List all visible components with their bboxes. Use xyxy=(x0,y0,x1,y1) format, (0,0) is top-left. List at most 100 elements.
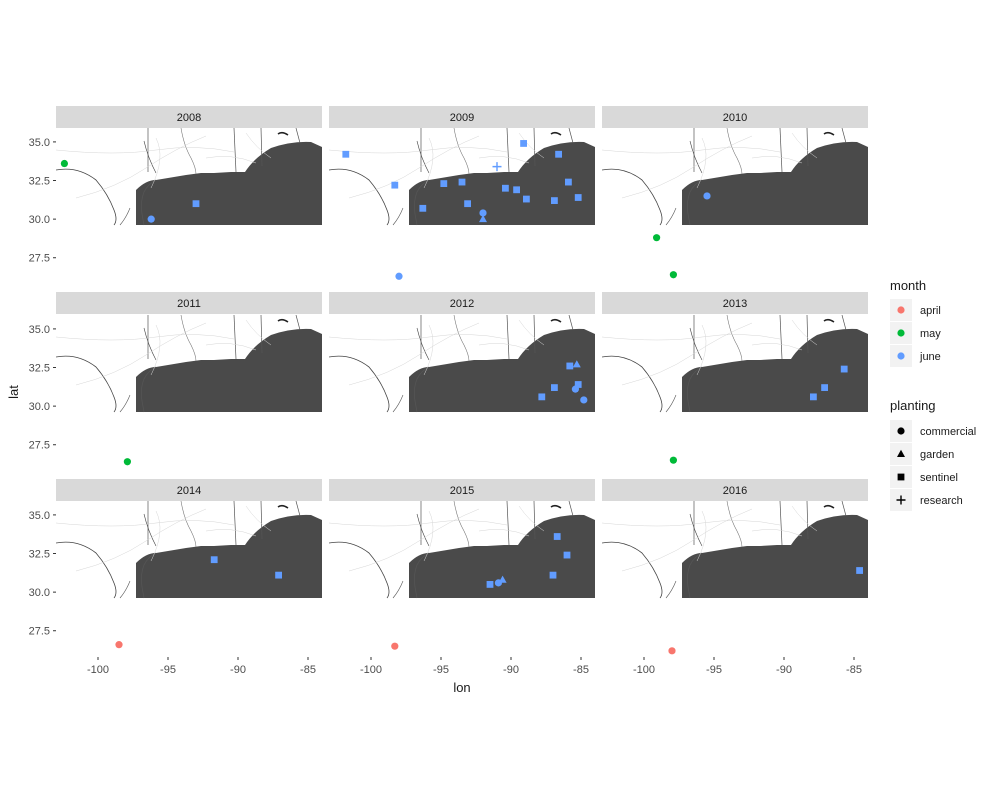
data-point xyxy=(538,393,546,401)
x-tick-label: -95 xyxy=(433,664,449,676)
facet-title-2011: 2011 xyxy=(177,298,201,310)
facet-panels: 2008 2009 2010 2011 2012 2013 2014 2015 2016 xyxy=(56,106,868,657)
data-point xyxy=(419,204,427,212)
data-point xyxy=(123,458,131,466)
facet-strip-2009 xyxy=(329,106,595,128)
data-point xyxy=(580,396,588,404)
data-point xyxy=(653,234,661,242)
data-point xyxy=(669,456,677,464)
data-point xyxy=(210,556,218,564)
legend-title-planting: planting xyxy=(890,398,936,413)
facet-strip-2008 xyxy=(56,106,322,128)
data-point xyxy=(703,192,711,200)
facet-title-2009: 2009 xyxy=(450,112,474,124)
y-tick-label: 30.0 xyxy=(29,587,50,599)
legend-key-garden xyxy=(897,449,905,457)
data-point xyxy=(275,571,282,579)
x-tick-label: -95 xyxy=(706,664,722,676)
legend-label-may: may xyxy=(920,328,941,340)
legend-title-month: month xyxy=(890,278,926,293)
data-point xyxy=(60,159,68,168)
data-point xyxy=(342,150,350,158)
data-point xyxy=(553,533,561,540)
y-tick-label: 27.5 xyxy=(29,253,50,265)
axes: 27.5 30.0 32.5 35.0 27.5 30.0 32.5 35.0 27.5 30.0… xyxy=(6,137,862,695)
facet-strip-2011 xyxy=(56,292,322,314)
facet-strip-2014 xyxy=(56,479,322,501)
facet-title-2012: 2012 xyxy=(450,298,474,310)
facet-title-2014: 2014 xyxy=(177,485,201,497)
data-point xyxy=(669,271,677,279)
facet-panel-2015 xyxy=(329,501,595,657)
legend-key-june xyxy=(897,352,905,360)
data-point xyxy=(520,140,527,147)
x-tick-label: -90 xyxy=(503,664,519,676)
y-tick-label: 30.0 xyxy=(29,401,50,413)
data-point xyxy=(566,362,574,370)
data-point xyxy=(492,162,502,172)
y-tick-label: 27.5 xyxy=(29,440,50,452)
y-tick-label: 32.5 xyxy=(29,176,50,188)
facet-title-2008: 2008 xyxy=(177,112,201,124)
facet-title-2016: 2016 xyxy=(723,485,747,497)
data-point xyxy=(574,194,582,201)
data-point xyxy=(523,195,530,203)
data-point xyxy=(440,180,448,188)
legend-label-april: april xyxy=(920,305,941,317)
legend: month april may june planting commercial garde… xyxy=(890,278,976,511)
x-axis-label: lon xyxy=(453,680,470,695)
data-point xyxy=(574,381,582,388)
y-tick-label: 27.5 xyxy=(29,626,50,638)
facet-strip-2015 xyxy=(329,479,595,501)
data-point xyxy=(840,365,848,373)
data-point xyxy=(147,215,155,223)
data-point xyxy=(479,214,487,223)
y-tick-label: 32.5 xyxy=(29,549,50,561)
legend-label-garden: garden xyxy=(920,449,954,461)
facet-title-2015: 2015 xyxy=(450,485,474,497)
facet-title-2013: 2013 xyxy=(723,298,747,310)
data-point xyxy=(115,641,123,649)
facet-panel-2009 xyxy=(329,128,595,284)
data-point xyxy=(565,178,572,186)
data-point xyxy=(486,581,494,588)
data-point xyxy=(458,178,466,186)
facet-panel-2016 xyxy=(602,501,868,657)
y-tick-label: 35.0 xyxy=(29,510,50,522)
x-tick-label: -100 xyxy=(87,664,109,676)
data-point xyxy=(555,150,562,158)
data-point xyxy=(391,181,399,189)
y-tick-label: 30.0 xyxy=(29,214,50,226)
facet-title-2010: 2010 xyxy=(723,112,747,124)
data-point xyxy=(479,209,487,217)
x-tick-label: -90 xyxy=(230,664,246,676)
data-point xyxy=(572,360,581,368)
y-axis-label: lat xyxy=(6,385,21,399)
legend-key-april xyxy=(897,306,905,314)
x-tick-label: -100 xyxy=(633,664,655,676)
data-point xyxy=(395,272,403,280)
data-point xyxy=(563,551,571,559)
legend-key-may xyxy=(897,329,905,337)
legend-label-research: research xyxy=(920,495,963,507)
legend-label-sentinel: sentinel xyxy=(920,472,958,484)
data-point xyxy=(856,567,863,574)
legend-label-commercial: commercial xyxy=(920,426,976,438)
legend-key-sentinel xyxy=(897,473,905,481)
y-tick-label: 35.0 xyxy=(29,324,50,336)
facet-strip-2016 xyxy=(602,479,868,501)
x-tick-label: -95 xyxy=(160,664,176,676)
facet-panel-2011 xyxy=(56,315,322,471)
facet-panel-2014 xyxy=(56,501,322,657)
data-point xyxy=(391,642,399,650)
legend-key-commercial xyxy=(897,427,905,435)
data-point xyxy=(551,197,558,204)
data-point xyxy=(192,200,200,208)
facet-panel-2012 xyxy=(329,315,595,471)
y-tick-label: 32.5 xyxy=(29,363,50,375)
facet-strip-2013 xyxy=(602,292,868,314)
facet-panel-2010 xyxy=(602,128,868,284)
data-point xyxy=(821,384,828,391)
data-point xyxy=(571,385,579,393)
